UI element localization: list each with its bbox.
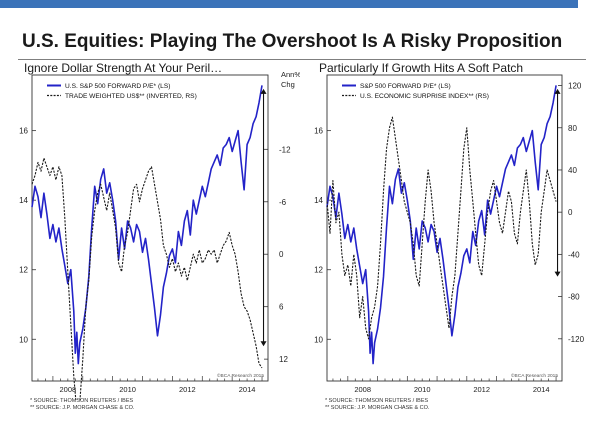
- legend-label-0: U.S. S&P 500 FORWARD P/E* (LS): [65, 83, 170, 90]
- y-right-unit-label-1: Chg: [281, 80, 295, 89]
- x-tick-label-1: 2010: [414, 385, 431, 394]
- y-right-tick-label-5: 80: [568, 124, 577, 133]
- x-tick-label-3: 2014: [533, 385, 550, 394]
- title-divider: [18, 59, 586, 60]
- y-left-tick-label-3: 16: [19, 127, 28, 136]
- y-right-tick-label-4: 40: [568, 166, 577, 175]
- y-right-tick-label-2: 0: [279, 250, 284, 259]
- x-tick-label-1: 2010: [119, 385, 136, 394]
- series-line-0: [326, 85, 557, 365]
- y-right-tick-label-3: 6: [279, 303, 284, 312]
- legend-label-1: TRADE WEIGHTED US$** (INVERTED, RS): [65, 93, 197, 100]
- arrow-head-up: [260, 88, 267, 94]
- y-right-tick-label-1: -80: [568, 293, 580, 302]
- arrow-head-down: [260, 341, 267, 347]
- legend-label-0: S&P 500 FORWARD P/E* (LS): [360, 83, 451, 90]
- legend-label-1: U.S. ECONOMIC SURPRISE INDEX** (RS): [360, 93, 489, 100]
- left-chart-title: Ignore Dollar Strength At Your Peril…: [24, 61, 223, 75]
- header-accent-gap: [578, 0, 600, 8]
- chart-credit: ©BCA Research 2015: [511, 372, 558, 379]
- y-right-tick-label-4: 12: [279, 355, 288, 364]
- left-chart: 10 12 14 16 -12 -6 0 6 12 Ann%Chg 2008 2010 2012 2014…: [19, 70, 300, 400]
- y-right-tick-label-2: -40: [568, 250, 580, 259]
- y-right-tick-label-0: -120: [568, 335, 585, 344]
- left-footnote-2: ** SOURCE: J.P. MORGAN CHASE & CO.: [30, 405, 135, 411]
- header-accent-bar: [0, 0, 600, 8]
- arrow-head-up: [554, 88, 561, 94]
- left-footnote-1: * SOURCE: THOMSON REUTERS / IBES: [30, 398, 134, 404]
- series-line-0: [31, 85, 263, 365]
- right-footnote-1: * SOURCE: THOMSON REUTERS / IBES: [325, 398, 429, 404]
- y-right-tick-label-6: 120: [568, 82, 582, 91]
- x-tick-label-2: 2012: [473, 385, 490, 394]
- y-left-tick-label-1: 12: [19, 266, 28, 275]
- y-left-tick-label-0: 10: [314, 335, 323, 344]
- y-right-tick-label-0: -12: [279, 145, 291, 154]
- y-left-tick-label-3: 16: [314, 127, 323, 136]
- x-tick-label-0: 2008: [60, 385, 77, 394]
- chart-credit: ©BCA Research 2015: [217, 372, 264, 379]
- series-line-1: [326, 116, 557, 340]
- y-left-tick-label-2: 14: [314, 196, 323, 205]
- arrow-head-down: [554, 271, 561, 277]
- y-left-tick-label-1: 12: [314, 266, 323, 275]
- y-right-tick-label-3: 0: [568, 208, 573, 217]
- x-tick-label-2: 2012: [179, 385, 196, 394]
- right-chart-title: Particularly If Growth Hits A Soft Patch: [319, 61, 524, 75]
- right-footnote-2: ** SOURCE: J.P. MORGAN CHASE & CO.: [325, 405, 430, 411]
- page-title: U.S. Equities: Playing The Overshoot Is …: [22, 31, 563, 52]
- y-right-unit-label-0: Ann%: [281, 70, 300, 79]
- y-left-tick-label-0: 10: [19, 335, 28, 344]
- right-chart: 10 12 14 16 -120 -80 -40 0 40 80 120 2008 2010 2012 20…: [314, 74, 585, 394]
- plot-frame: [326, 74, 563, 382]
- x-tick-label-0: 2008: [354, 385, 371, 394]
- series-line-1: [31, 157, 263, 400]
- y-left-tick-label-2: 14: [19, 196, 28, 205]
- y-right-tick-label-1: -6: [279, 198, 287, 207]
- x-tick-label-3: 2014: [239, 385, 256, 394]
